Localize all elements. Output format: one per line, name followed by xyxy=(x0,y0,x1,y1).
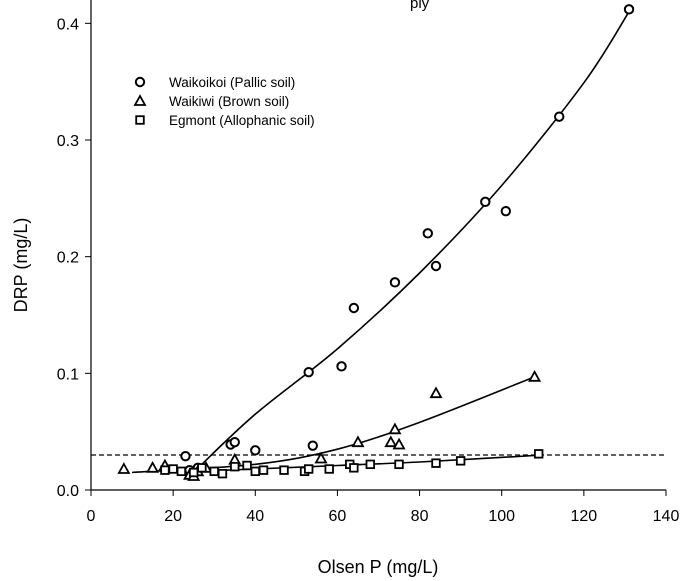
point-series-2-14 xyxy=(324,464,334,474)
x-axis-title: Olsen P (mg/L) xyxy=(318,557,439,577)
fit-line-series-0 xyxy=(195,11,630,471)
point-series-0-11 xyxy=(422,228,433,239)
point-series-0-15 xyxy=(554,111,565,122)
x-tick-label: 120 xyxy=(571,508,598,525)
point-series-0-8 xyxy=(336,361,347,372)
point-series-0-10 xyxy=(389,277,401,288)
point-series-2-21 xyxy=(533,449,544,459)
point-series-1-9 xyxy=(351,435,365,448)
point-series-1-14 xyxy=(528,369,542,382)
point-series-2-9 xyxy=(250,466,260,477)
point-series-2-20 xyxy=(455,456,466,466)
y-tick-label: 0.1 xyxy=(57,366,79,383)
point-series-2-3 xyxy=(188,467,199,478)
legend: Waikoikoi (Pallic soil) Waikiwi (Brown so… xyxy=(133,75,315,128)
points-layer xyxy=(117,4,635,481)
point-series-2-10 xyxy=(258,465,269,475)
x-tick-label: 20 xyxy=(164,508,182,525)
fit-line-series-1 xyxy=(132,376,535,474)
legend-label-2: Egmont (Allophanic soil) xyxy=(169,113,315,128)
legend-label-1: Waikiwi (Brown soil) xyxy=(169,94,289,109)
point-series-1-8 xyxy=(314,451,328,464)
legend-marker-2 xyxy=(135,115,145,125)
y-tick-label: 0.0 xyxy=(57,483,79,500)
point-series-1-10 xyxy=(384,435,398,448)
point-series-1-0 xyxy=(117,462,131,474)
point-series-2-6 xyxy=(217,468,228,479)
y-tick-label: 0.3 xyxy=(57,133,79,150)
point-series-1-11 xyxy=(388,422,402,435)
x-tick-label: 0 xyxy=(87,508,96,525)
point-series-2-1 xyxy=(168,464,178,474)
point-series-2-16 xyxy=(349,463,359,473)
x-tick-label: 40 xyxy=(246,508,264,525)
point-series-1-13 xyxy=(429,386,443,399)
point-series-0-5 xyxy=(250,445,261,456)
point-series-2-18 xyxy=(394,459,404,470)
x-tick-label: 60 xyxy=(329,508,347,525)
ticks-layer: 0 20 40 60 80 100 120 140 0.0 0.1 0.2 0.3 0.4 xyxy=(57,16,680,525)
point-series-0-13 xyxy=(480,196,491,208)
y-tick-label: 0.4 xyxy=(57,16,79,33)
point-series-0-0 xyxy=(180,450,191,462)
legend-label-0: Waikoikoi (Pallic soil) xyxy=(169,75,295,90)
point-series-1-1 xyxy=(146,460,160,473)
plot-area: 0 20 40 60 80 100 120 140 0.0 0.1 0.2 0.3 0.4 xyxy=(57,0,680,525)
point-series-2-19 xyxy=(431,458,441,468)
point-series-0-16 xyxy=(623,4,635,15)
x-tick-label: 100 xyxy=(488,508,515,525)
point-series-0-12 xyxy=(430,260,442,272)
x-tick-label: 140 xyxy=(653,508,680,525)
point-series-0-7 xyxy=(307,440,318,451)
legend-marker-0 xyxy=(134,76,146,88)
point-series-2-4 xyxy=(197,463,207,473)
x-tick-label: 80 xyxy=(411,508,429,525)
point-series-2-2 xyxy=(176,466,187,477)
point-series-2-17 xyxy=(365,459,375,470)
legend-marker-1 xyxy=(133,94,147,106)
point-series-2-0 xyxy=(160,465,170,475)
y-axis-title: DRP (mg/L) xyxy=(11,218,31,313)
fit-line-series-2 xyxy=(164,454,543,474)
point-series-0-6 xyxy=(303,366,314,378)
point-series-2-13 xyxy=(303,464,314,474)
point-series-2-5 xyxy=(209,466,219,477)
point-series-0-14 xyxy=(500,205,512,217)
point-series-1-12 xyxy=(392,437,406,450)
chart-title: ply xyxy=(410,0,430,12)
y-tick-label: 0.2 xyxy=(57,250,79,267)
point-series-2-8 xyxy=(242,460,252,471)
point-series-2-7 xyxy=(230,461,240,472)
point-series-0-4 xyxy=(229,436,240,448)
point-series-2-11 xyxy=(279,465,289,475)
point-series-0-9 xyxy=(348,302,360,314)
